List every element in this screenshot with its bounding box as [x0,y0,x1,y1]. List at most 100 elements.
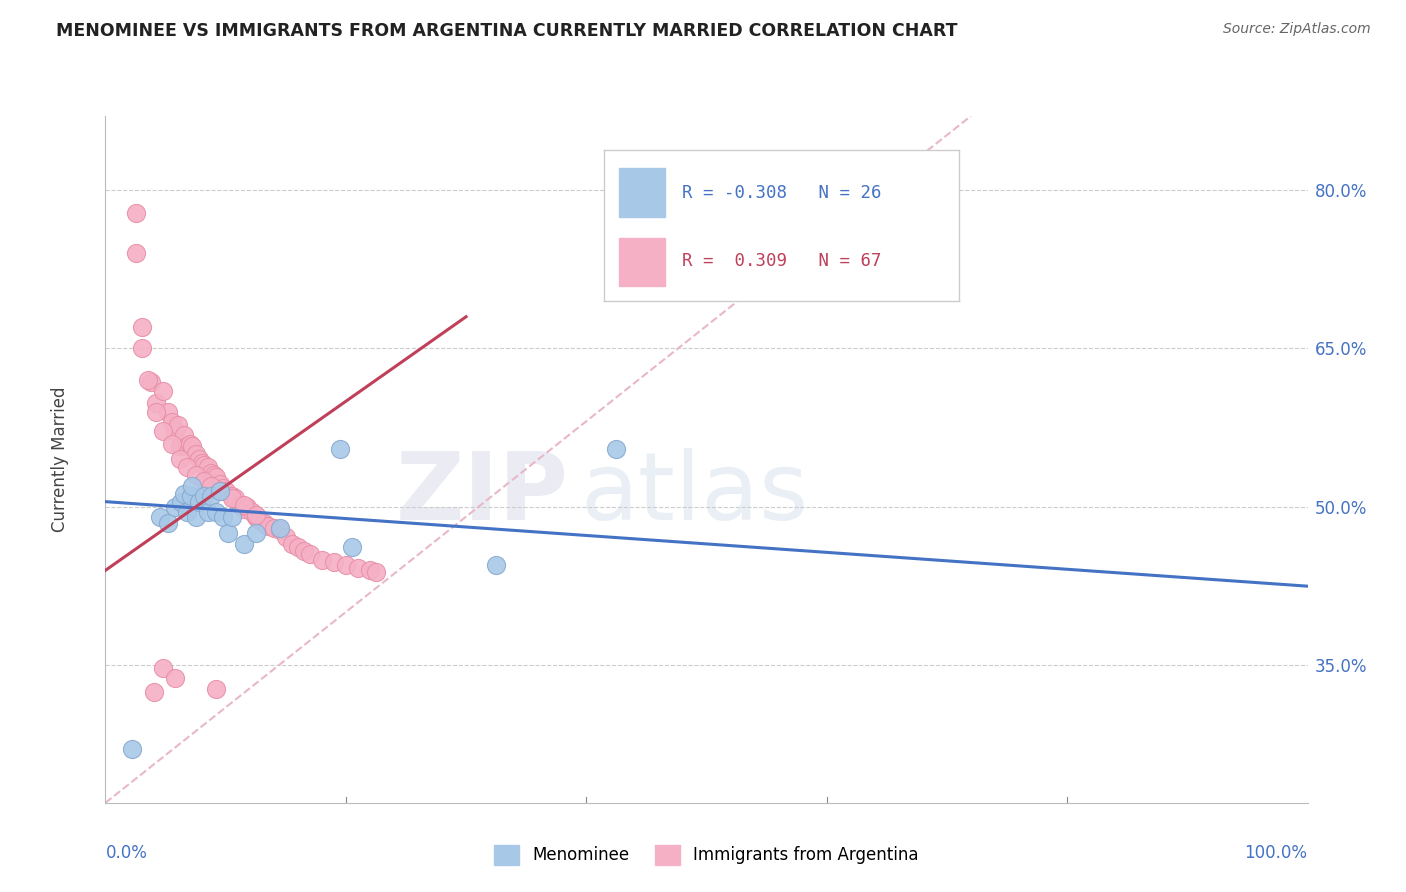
Point [240,505,263,519]
Point [329,442,352,456]
Point [190,456,212,470]
Point [292,544,315,558]
Point [124,246,146,260]
Point [184,510,207,524]
Point [200,466,222,480]
Point [193,458,215,472]
Point [485,558,508,572]
Point [184,468,207,483]
Point [208,484,231,499]
Point [263,521,285,535]
Point [245,526,267,541]
Point [232,537,254,551]
Point [232,498,254,512]
Point [205,681,228,696]
Point [298,548,321,562]
Text: atlas: atlas [581,448,808,540]
Point [165,424,187,438]
Point [176,459,198,474]
Point [156,405,179,419]
Point [322,555,344,569]
Point [221,510,243,524]
Point [224,491,246,506]
Point [170,494,193,508]
Point [212,481,235,495]
Point [152,660,174,674]
Point [274,529,297,543]
Point [179,436,201,450]
Point [193,489,215,503]
Point [193,474,215,488]
Point [131,320,153,334]
Point [605,442,627,456]
Point [205,505,228,519]
Point [347,561,370,575]
Point [340,540,363,554]
Point [173,487,195,501]
Point [287,540,309,554]
Point [139,376,162,390]
Point [156,516,179,530]
Point [212,510,235,524]
Point [208,484,231,499]
Legend: Menominee, Immigrants from Argentina: Menominee, Immigrants from Argentina [486,837,927,873]
Point [124,206,146,220]
Point [184,447,207,461]
Point [221,491,243,506]
Point [131,342,153,356]
Point [197,505,219,519]
Point [121,742,143,756]
Point [202,468,225,483]
Point [256,519,278,533]
Point [200,489,222,503]
Point [311,553,333,567]
Point [221,489,243,503]
Point [148,510,170,524]
Point [197,459,219,474]
Point [214,484,236,499]
Point [145,405,167,419]
Point [359,563,381,577]
Point [205,470,228,484]
Point [208,476,231,491]
Point [232,502,254,516]
Text: Source: ZipAtlas.com: Source: ZipAtlas.com [1223,22,1371,37]
Point [217,526,239,541]
Point [269,521,291,535]
Point [200,479,222,493]
Point [229,498,252,512]
Point [181,479,204,493]
Point [335,558,357,572]
Point [281,537,304,551]
Point [160,436,183,450]
Point [142,685,165,699]
Point [166,417,188,432]
Point [247,513,270,527]
Point [269,523,291,537]
Text: MENOMINEE VS IMMIGRANTS FROM ARGENTINA CURRENTLY MARRIED CORRELATION CHART: MENOMINEE VS IMMIGRANTS FROM ARGENTINA C… [56,22,957,40]
Point [245,508,267,523]
Point [236,500,259,514]
Text: 0.0%: 0.0% [105,844,148,862]
Point [145,396,167,410]
Point [188,452,211,467]
Text: Currently Married: Currently Married [51,386,69,533]
Point [169,452,191,467]
Point [364,566,387,580]
Point [180,489,202,503]
Point [173,428,195,442]
Text: 100.0%: 100.0% [1244,844,1308,862]
Point [152,384,174,398]
Point [169,439,191,453]
Point [165,671,187,685]
Point [181,439,204,453]
Point [152,424,174,438]
Point [245,510,267,524]
Point [188,494,211,508]
Point [176,439,198,453]
Point [136,373,159,387]
Point [253,516,276,530]
Text: ZIP: ZIP [395,448,568,540]
Point [176,505,198,519]
Point [165,500,187,514]
